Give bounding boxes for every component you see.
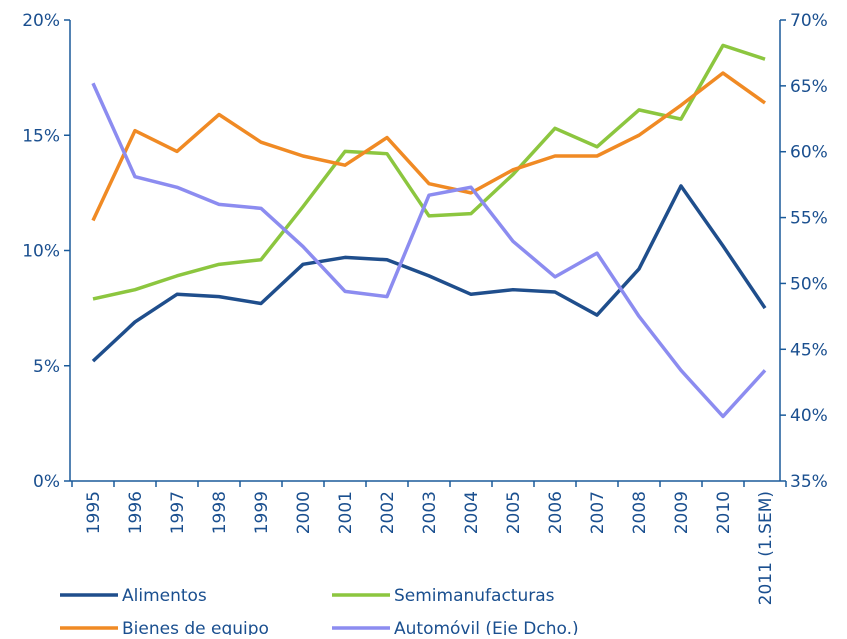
y-tick-label: 20% bbox=[22, 11, 60, 31]
x-tick-label: 2007 bbox=[588, 491, 608, 534]
x-tick-label: 2006 bbox=[546, 491, 566, 534]
y2-tick-label: 45% bbox=[790, 340, 828, 360]
x-tick-label: 2005 bbox=[504, 491, 524, 534]
x-tick-label: 2001 bbox=[336, 491, 356, 534]
legend-label: Semimanufacturas bbox=[394, 586, 555, 606]
x-tick-label: 2002 bbox=[378, 491, 398, 534]
legend-label: Bienes de equipo bbox=[122, 619, 269, 635]
legend-label: Alimentos bbox=[122, 586, 207, 606]
x-tick-label: 2009 bbox=[672, 491, 692, 534]
x-tick-label: 2010 bbox=[714, 491, 734, 534]
line-series bbox=[91, 71, 767, 222]
y2-tick-label: 60% bbox=[790, 143, 828, 163]
x-tick-label: 1997 bbox=[168, 491, 188, 534]
x-tick-label: 1996 bbox=[126, 491, 146, 534]
line-series bbox=[91, 184, 767, 363]
legend-label: Automóvil (Eje Dcho.) bbox=[394, 619, 579, 635]
y-tick-label: 0% bbox=[33, 472, 60, 492]
y2-tick-label: 65% bbox=[790, 77, 828, 97]
x-tick-label: 2011 (1.SEM) bbox=[756, 491, 776, 605]
x-tick-label: 2008 bbox=[630, 491, 650, 534]
y2-tick-label: 40% bbox=[790, 406, 828, 426]
y-tick-label: 10% bbox=[22, 242, 60, 262]
y2-tick-label: 70% bbox=[790, 11, 828, 31]
y2-tick-label: 50% bbox=[790, 274, 828, 294]
y2-tick-label: 35% bbox=[790, 472, 828, 492]
x-tick-label: 2000 bbox=[294, 491, 314, 534]
x-tick-label: 2004 bbox=[462, 491, 482, 534]
line-series bbox=[92, 43, 766, 301]
y-tick-label: 15% bbox=[22, 126, 60, 146]
line-series bbox=[91, 82, 767, 419]
x-tick-label: 2003 bbox=[420, 491, 440, 534]
x-tick-label: 1995 bbox=[84, 491, 104, 534]
y-tick-label: 5% bbox=[33, 357, 60, 377]
x-tick-label: 1999 bbox=[252, 491, 272, 534]
y2-tick-label: 55% bbox=[790, 209, 828, 229]
x-tick-label: 1998 bbox=[210, 491, 230, 534]
